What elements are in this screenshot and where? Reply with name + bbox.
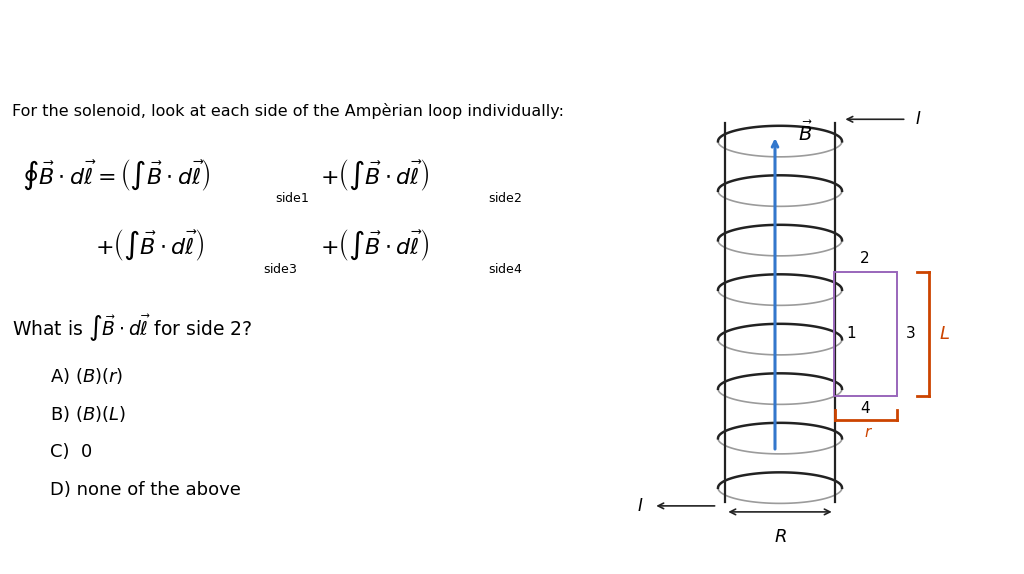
Text: $\mathrm{side3}$: $\mathrm{side3}$ xyxy=(263,262,298,276)
Text: $r$: $r$ xyxy=(864,425,873,440)
Text: $\oint \vec{B} \cdot d\vec{\ell} = \left(\int \vec{B} \cdot d\vec{\ell}\right)$: $\oint \vec{B} \cdot d\vec{\ell} = \left… xyxy=(22,158,210,193)
Text: B) $(B)(L)$: B) $(B)(L)$ xyxy=(50,404,126,424)
Text: A) $(B)(r)$: A) $(B)(r)$ xyxy=(50,366,123,386)
Text: $R$: $R$ xyxy=(773,528,786,546)
Text: 1: 1 xyxy=(847,326,856,341)
Text: D) none of the above: D) none of the above xyxy=(50,481,241,499)
Bar xyxy=(834,272,897,395)
Text: Ampère’s Law: Solenoids: Ampère’s Law: Solenoids xyxy=(119,14,905,69)
Text: $\mathrm{side4}$: $\mathrm{side4}$ xyxy=(488,262,523,276)
Text: 2: 2 xyxy=(860,251,869,266)
Text: C)  0: C) 0 xyxy=(50,443,92,461)
Text: $I$: $I$ xyxy=(914,110,921,128)
Text: 4: 4 xyxy=(860,401,869,416)
Text: $\mathrm{side1}$: $\mathrm{side1}$ xyxy=(275,191,309,205)
Text: $\vec{B}$: $\vec{B}$ xyxy=(798,121,813,145)
Text: What is $\int \vec{B} \cdot d\vec{\ell}$ for side 2?: What is $\int \vec{B} \cdot d\vec{\ell}$… xyxy=(12,313,253,344)
Text: $L$: $L$ xyxy=(939,325,949,343)
Text: $\mathrm{side2}$: $\mathrm{side2}$ xyxy=(488,191,522,205)
Text: $+ \left(\int \vec{B} \cdot d\vec{\ell}\right)$: $+ \left(\int \vec{B} \cdot d\vec{\ell}\… xyxy=(319,158,429,193)
Text: For the solenoid, look at each side of the Ampèrian loop individually:: For the solenoid, look at each side of t… xyxy=(12,103,564,119)
Text: $I$: $I$ xyxy=(637,497,643,515)
Text: $+ \left(\int \vec{B} \cdot d\vec{\ell}\right)$: $+ \left(\int \vec{B} \cdot d\vec{\ell}\… xyxy=(319,228,429,263)
Text: 3: 3 xyxy=(905,326,915,341)
Text: $+ \left(\int \vec{B} \cdot d\vec{\ell}\right)$: $+ \left(\int \vec{B} \cdot d\vec{\ell}\… xyxy=(95,228,204,263)
